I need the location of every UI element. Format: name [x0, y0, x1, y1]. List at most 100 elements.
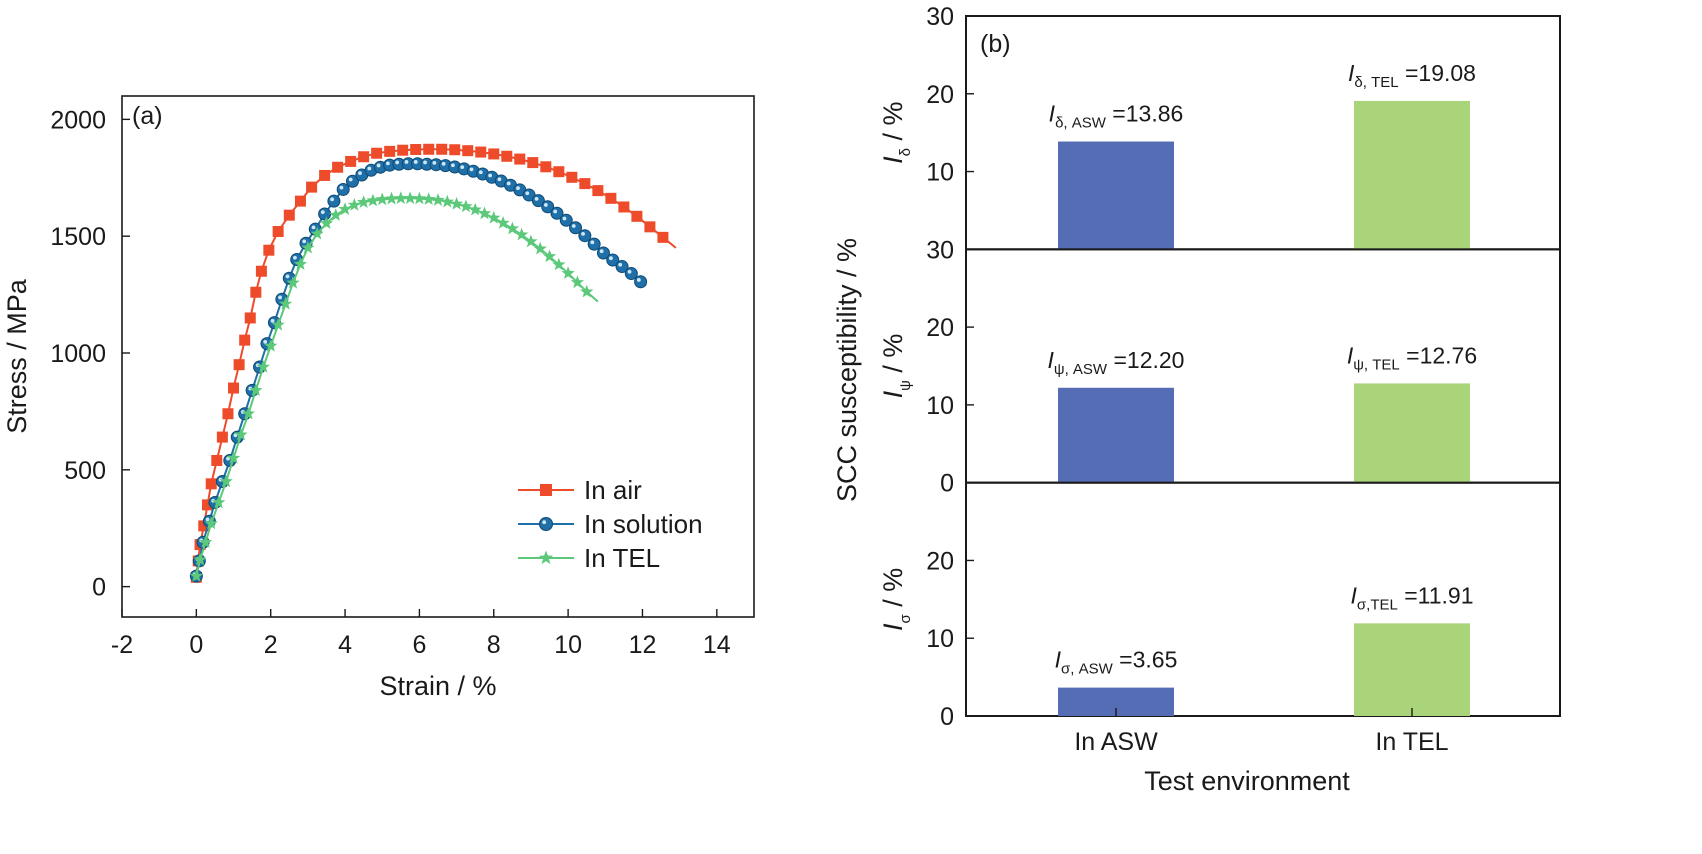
series-in-tel: [189, 191, 599, 582]
y-tick-label: 1000: [50, 340, 106, 368]
ylabel-symbol: I: [878, 390, 908, 398]
data-point: [410, 144, 422, 156]
ylabel-subscript: σ: [897, 613, 914, 623]
data-point: [618, 201, 630, 213]
data-point: [222, 408, 234, 420]
data-point-highlight: [432, 160, 437, 165]
data-point-highlight: [278, 295, 282, 300]
label-symbol: I: [1049, 101, 1056, 127]
data-point: [189, 569, 203, 582]
data-point: [345, 155, 357, 167]
data-point: [294, 195, 306, 207]
y-tick-label: 20: [926, 547, 954, 575]
data-point: [403, 191, 417, 204]
data-point: [338, 202, 352, 215]
label-value: =12.20: [1107, 347, 1184, 373]
subplot-y-label: Iψ / %: [878, 334, 914, 399]
data-point: [423, 143, 435, 155]
label-subscript: δ, ASW: [1055, 115, 1107, 132]
y-tick-label: 30: [926, 3, 954, 31]
data-point: [347, 198, 361, 211]
data-point-highlight: [233, 433, 238, 438]
plot-frame-a: [121, 95, 755, 618]
data-point: [256, 360, 270, 373]
data-point: [371, 147, 383, 159]
bar-in-tel: [1354, 100, 1470, 250]
data-point: [538, 550, 554, 565]
label-symbol: I: [1347, 342, 1354, 368]
data-point: [527, 157, 539, 169]
data-point-highlight: [609, 256, 613, 261]
data-point: [310, 226, 324, 240]
bar-in-asw: [1058, 387, 1174, 483]
data-point-highlight: [205, 517, 210, 522]
data-point: [198, 520, 210, 532]
bar-in-tel: [1354, 623, 1470, 716]
y-tick-label: 0: [92, 574, 106, 602]
series-in-air: [190, 143, 677, 583]
data-point: [440, 194, 454, 208]
x-axis-label: Strain / %: [379, 671, 496, 701]
data-point: [459, 199, 473, 213]
data-point: [234, 427, 248, 441]
data-point: [216, 431, 228, 443]
data-point: [250, 286, 262, 298]
data-point: [468, 202, 482, 216]
data-point-highlight: [553, 209, 558, 214]
data-point: [202, 499, 214, 511]
data-point-highlight: [506, 181, 511, 186]
x-tick-label: 6: [412, 631, 426, 659]
data-point: [212, 495, 226, 509]
data-point: [542, 249, 557, 263]
y-tick-label: 20: [926, 81, 954, 109]
data-point-highlight: [441, 161, 446, 166]
data-point: [366, 193, 380, 207]
data-point-highlight: [581, 232, 585, 236]
data-point: [384, 191, 399, 205]
data-point: [306, 181, 318, 193]
data-point: [271, 318, 285, 331]
data-point-highlight: [542, 520, 547, 525]
y-axis-label: SCC susceptibility / %: [832, 238, 862, 502]
data-point: [318, 207, 332, 221]
data-point: [553, 166, 565, 178]
data-point-highlight: [543, 203, 548, 207]
data-point: [488, 148, 500, 160]
label-subscript: σ,TEL: [1357, 596, 1398, 613]
x-tick-label: 14: [703, 631, 731, 659]
label-subscript: ψ, ASW: [1054, 361, 1108, 378]
data-point: [205, 478, 217, 490]
data-point: [199, 535, 213, 548]
label-subscript: δ, TEL: [1354, 74, 1398, 91]
data-point: [561, 266, 575, 279]
data-point-highlight: [562, 216, 567, 221]
data-point: [431, 193, 445, 206]
data-point: [263, 244, 275, 256]
y-tick-label: 0: [940, 470, 954, 498]
y-tick-label: 10: [926, 392, 954, 420]
data-point: [496, 216, 510, 229]
data-point: [514, 153, 526, 165]
data-point: [319, 169, 331, 181]
data-point: [228, 382, 240, 394]
data-point-highlight: [376, 163, 381, 168]
data-point: [293, 257, 308, 270]
data-point-highlight: [270, 318, 275, 323]
x-tick-label: 12: [629, 631, 657, 659]
data-point: [219, 474, 233, 488]
data-point: [501, 150, 513, 162]
y-tick-label: 2000: [50, 106, 106, 134]
data-point: [533, 241, 547, 255]
panel-label-b: (b): [980, 30, 1011, 58]
data-point: [394, 191, 408, 204]
bar-value-label: Iδ, ASW =13.86: [1049, 101, 1184, 132]
bar-in-asw: [1058, 141, 1174, 250]
label-value: =12.76: [1400, 342, 1477, 368]
ylabel-unit: / %: [878, 101, 908, 148]
data-point: [193, 552, 207, 566]
data-point: [540, 161, 552, 173]
